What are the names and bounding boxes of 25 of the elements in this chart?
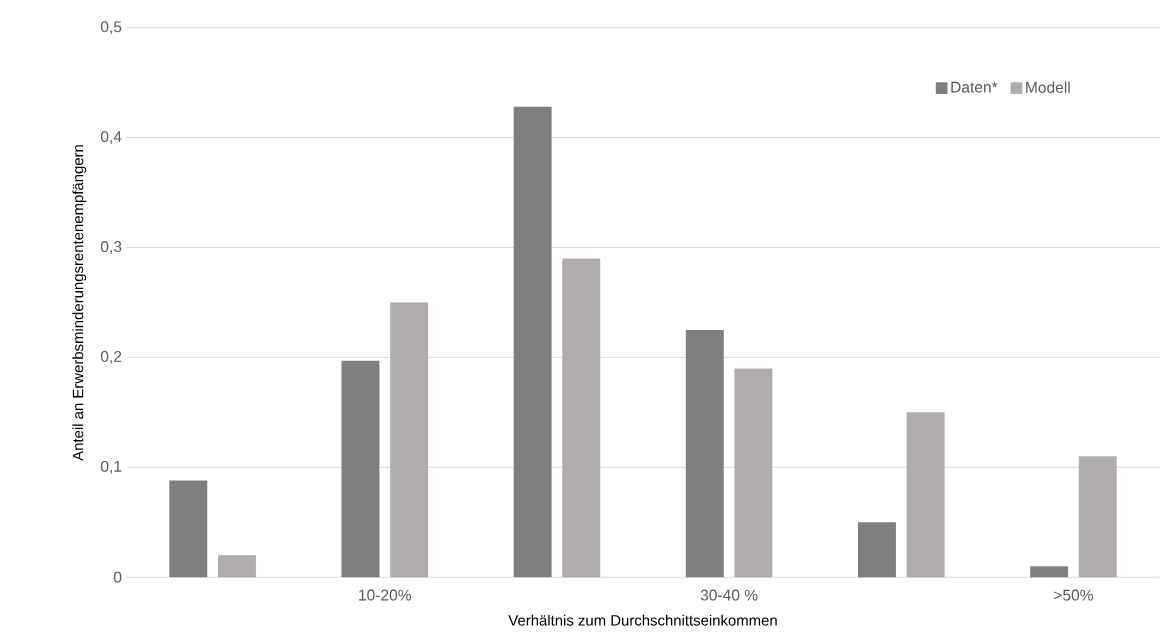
bar bbox=[906, 412, 945, 578]
bar bbox=[1030, 566, 1069, 578]
y-tick-label: 0,3 bbox=[100, 241, 122, 254]
bar bbox=[169, 480, 208, 578]
bar bbox=[858, 522, 896, 578]
bar bbox=[734, 368, 773, 578]
legend-label: Modell bbox=[1026, 81, 1070, 93]
bar bbox=[341, 360, 380, 578]
bar bbox=[513, 106, 552, 578]
bar bbox=[217, 555, 256, 578]
x-axis-title: Verhältnis zum Durchschnittseinkommen bbox=[508, 614, 777, 626]
x-tick-label: 10-20% bbox=[359, 589, 412, 601]
x-tick-label: >50% bbox=[1054, 589, 1094, 601]
y-tick-label: 0,5 bbox=[100, 21, 122, 35]
x-tick-label: 30-40 % bbox=[700, 589, 758, 601]
y-tick-label: 0 bbox=[113, 571, 122, 583]
y-tick-label: 0,1 bbox=[100, 460, 122, 474]
y-tick-label: 0,4 bbox=[100, 131, 122, 144]
legend-label: Daten* bbox=[951, 81, 998, 93]
y-tick-label: 0,2 bbox=[100, 350, 122, 364]
bar bbox=[685, 329, 724, 578]
bar bbox=[1078, 456, 1117, 578]
bar bbox=[390, 302, 429, 578]
y-axis-title: Anteil an Erwerbsminderungsrentenempfängern bbox=[72, 145, 87, 461]
bar bbox=[562, 258, 601, 578]
